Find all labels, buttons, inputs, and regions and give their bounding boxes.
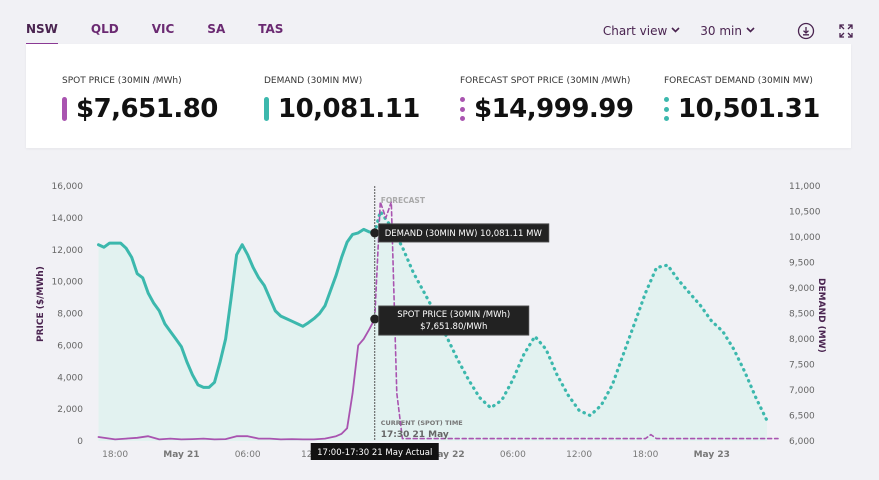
left-tick-label: 12,000: [52, 246, 84, 256]
left-tick-label: 0: [77, 437, 83, 447]
demand-tooltip-text: DEMAND (30MIN MW) 10,081.11 MW: [385, 229, 543, 239]
right-tick-label: 11,000: [789, 182, 821, 192]
left-tick-label: 10,000: [52, 278, 84, 288]
current-time-caption: CURRENT (SPOT) TIME: [381, 419, 463, 427]
chart-view-label: Chart view: [602, 24, 668, 38]
right-tick-label: 7,000: [789, 386, 815, 396]
interval-dropdown[interactable]: 30 min: [700, 24, 755, 38]
left-axis-title: PRICE ($/MWh): [36, 266, 46, 342]
chart-view-dropdown[interactable]: Chart view: [603, 24, 680, 38]
price-marker: [370, 314, 380, 324]
tab-vic[interactable]: VIC: [151, 22, 175, 36]
right-axis-title: DEMAND (MW): [816, 278, 826, 353]
right-tick-label: 7,500: [789, 361, 815, 371]
price-actual-line: [97, 318, 376, 441]
interval-label: 30 min: [700, 24, 742, 38]
download-icon[interactable]: [797, 22, 815, 40]
x-tick-label: 06:00: [500, 450, 526, 460]
right-tick-label: 6,500: [789, 412, 815, 422]
chevron-down-icon: [671, 26, 680, 36]
metric-value: $7,651.80: [76, 94, 218, 124]
price-tooltip-title: SPOT PRICE (30MIN /MWh): [397, 310, 510, 320]
left-tick-label: 4,000: [57, 373, 83, 383]
metric-value: $14,999.99: [474, 94, 634, 124]
right-tick-label: 6,000: [789, 437, 815, 447]
x-tick-label: May 23: [694, 450, 730, 460]
metric-forecast-spot-price: FORECAST SPOT PRICE (30MIN /MWh) $14,999…: [460, 76, 634, 124]
demand-tooltip: [378, 223, 550, 243]
right-tick-label: 9,000: [789, 284, 815, 294]
chart-area: PRICE ($/MWh) DEMAND (MW) 0 2,000 4,000 6,0…: [0, 170, 879, 480]
time-tooltip-text: 17:00-17:30 21 May Actual: [317, 448, 432, 458]
demand-actual-line: [97, 227, 377, 389]
metric-label: FORECAST DEMAND (30MIN MW): [664, 76, 813, 86]
forecast-price-legend-dots: [460, 97, 465, 121]
price-tooltip-value: $7,651.80/MWh: [420, 322, 487, 332]
metric-label: DEMAND (30MIN MW): [264, 76, 363, 86]
chart-controls: Chart view 30 min: [603, 22, 855, 40]
left-tick-label: 6,000: [57, 341, 83, 351]
metric-value: 10,501.31: [678, 94, 820, 124]
metric-demand: DEMAND (30MIN MW) 10,081.11: [264, 76, 420, 124]
current-time-value: 17:30 21 May: [381, 430, 449, 440]
x-tick-label: May 21: [163, 450, 199, 460]
expand-icon[interactable]: [837, 22, 855, 40]
metric-label: SPOT PRICE (30MIN /MWh): [62, 76, 182, 86]
forecast-demand-legend-dots: [664, 97, 669, 121]
price-tooltip: [378, 305, 530, 336]
right-tick-label: 9,500: [789, 259, 815, 269]
tab-nsw[interactable]: NSW: [26, 22, 58, 46]
left-tick-label: 14,000: [52, 214, 84, 224]
tab-sa[interactable]: SA: [207, 22, 226, 36]
x-tick-label: 18:00: [102, 450, 128, 460]
tab-tas[interactable]: TAS: [258, 22, 284, 36]
metric-label: FORECAST SPOT PRICE (30MIN /MWh): [460, 76, 631, 86]
time-tooltip: [310, 443, 439, 460]
left-tick-label: 16,000: [52, 182, 84, 192]
region-tabs: NSW QLD VIC SA TAS: [26, 22, 316, 46]
spot-price-legend-bar: [62, 97, 67, 121]
x-tick-label: 12:00: [566, 450, 592, 460]
metric-value: 10,081.11: [278, 94, 420, 124]
metric-spot-price: SPOT PRICE (30MIN /MWh) $7,651.80: [62, 76, 218, 124]
chevron-down-icon: [746, 26, 755, 36]
right-tick-label: 8,500: [789, 310, 815, 320]
right-tick-label: 10,000: [789, 233, 821, 243]
demand-marker: [370, 228, 380, 238]
right-tick-label: 8,000: [789, 335, 815, 345]
x-tick-label: 06:00: [235, 450, 261, 460]
x-tick-label: May 22: [428, 450, 464, 460]
left-tick-label: 8,000: [57, 310, 83, 320]
right-tick-label: 10,500: [789, 208, 821, 218]
metrics-card: SPOT PRICE (30MIN /MWh) $7,651.80 DEMAND…: [26, 44, 851, 148]
left-tick-label: 2,000: [57, 405, 83, 415]
forecast-label: FORECAST: [381, 196, 426, 205]
metric-forecast-demand: FORECAST DEMAND (30MIN MW) 10,501.31: [664, 76, 820, 124]
tab-qld[interactable]: QLD: [90, 22, 119, 36]
x-tick-label: 18:00: [632, 450, 658, 460]
price-demand-chart[interactable]: 0 2,000 4,000 6,000 8,000 10,000 12,000 14,000 1…: [0, 170, 879, 480]
demand-legend-bar: [264, 97, 269, 121]
